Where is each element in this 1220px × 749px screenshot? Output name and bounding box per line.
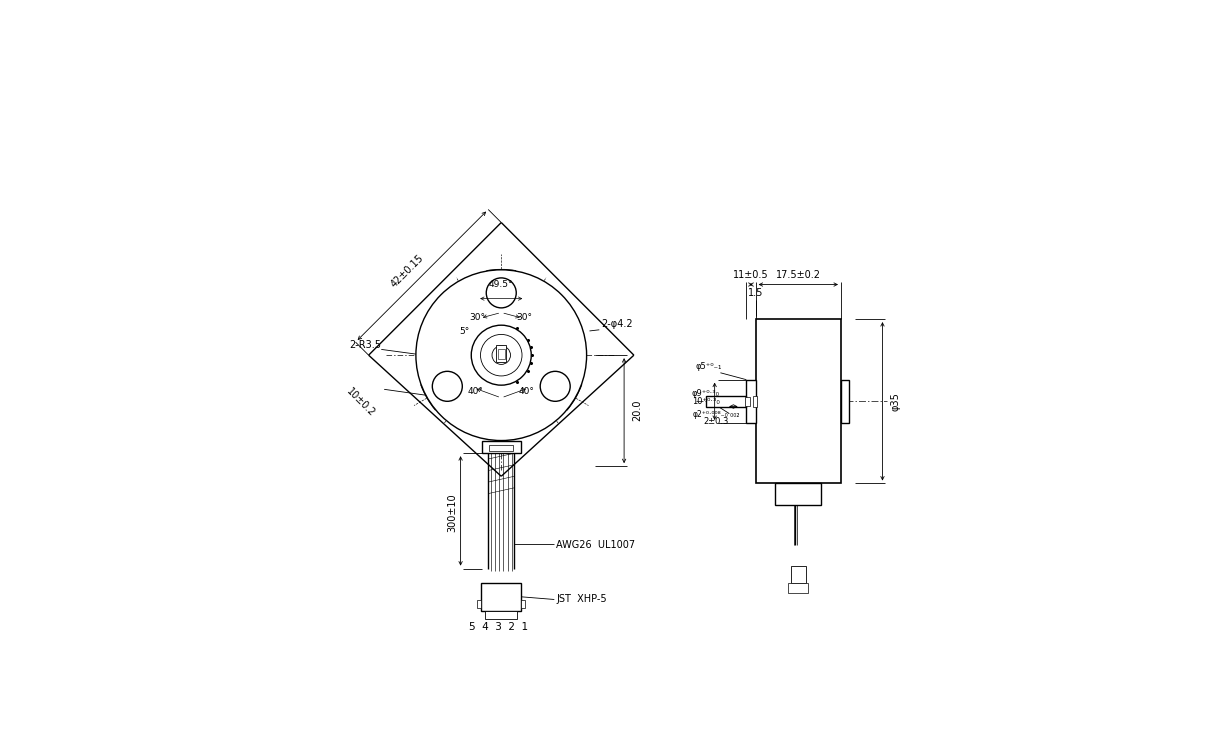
Text: φ5⁺⁰₋₁: φ5⁺⁰₋₁ <box>695 363 722 372</box>
Text: 17.5±0.2: 17.5±0.2 <box>776 270 821 279</box>
Text: 10±0.2: 10±0.2 <box>345 386 377 418</box>
Text: 5°: 5° <box>460 327 470 336</box>
Bar <box>482 440 521 453</box>
Bar <box>791 565 805 583</box>
Bar <box>788 583 808 593</box>
Text: 10⁺⁰·³₀: 10⁺⁰·³₀ <box>692 397 720 406</box>
Bar <box>481 583 521 610</box>
Circle shape <box>432 372 462 401</box>
Bar <box>477 600 481 608</box>
Text: 11±0.5: 11±0.5 <box>733 270 769 279</box>
Bar <box>753 395 756 407</box>
Text: 1.5: 1.5 <box>748 288 764 298</box>
Text: AWG26  UL1007: AWG26 UL1007 <box>556 540 636 551</box>
Circle shape <box>481 334 522 376</box>
Text: φ2⁺⁰·⁰⁰⁸₋₀·₀₀₂: φ2⁺⁰·⁰⁰⁸₋₀·₀₀₂ <box>693 410 741 419</box>
Circle shape <box>416 270 587 440</box>
Bar <box>755 319 841 484</box>
Text: 2-φ4.2: 2-φ4.2 <box>601 320 633 330</box>
Circle shape <box>492 346 510 365</box>
Circle shape <box>471 325 531 385</box>
Text: 40°: 40° <box>467 386 483 395</box>
Bar <box>841 380 849 423</box>
Text: 5  4  3  2  1: 5 4 3 2 1 <box>468 622 528 632</box>
Text: φ9⁺⁰·³₀: φ9⁺⁰·³₀ <box>692 389 720 398</box>
Text: JST  XHP-5: JST XHP-5 <box>556 595 606 604</box>
Text: 40°: 40° <box>518 386 534 395</box>
Text: 49.5°: 49.5° <box>489 280 514 289</box>
Circle shape <box>487 278 516 308</box>
Bar <box>521 600 526 608</box>
Circle shape <box>540 372 570 401</box>
Bar <box>775 484 821 506</box>
Text: 20.0: 20.0 <box>632 400 642 422</box>
Bar <box>747 380 755 423</box>
Text: 42±0.15: 42±0.15 <box>389 253 426 290</box>
Text: 2±0.3: 2±0.3 <box>704 416 730 426</box>
Text: 30°: 30° <box>470 313 486 322</box>
Bar <box>489 444 514 452</box>
Bar <box>498 349 505 360</box>
Bar <box>706 396 747 407</box>
Text: 300±10: 300±10 <box>447 493 458 532</box>
Text: φ35: φ35 <box>891 392 900 410</box>
Bar <box>497 345 506 362</box>
Bar <box>486 610 517 619</box>
Text: 30°: 30° <box>517 313 533 322</box>
Text: 2-R3.5: 2-R3.5 <box>350 340 382 351</box>
Bar <box>745 397 749 406</box>
